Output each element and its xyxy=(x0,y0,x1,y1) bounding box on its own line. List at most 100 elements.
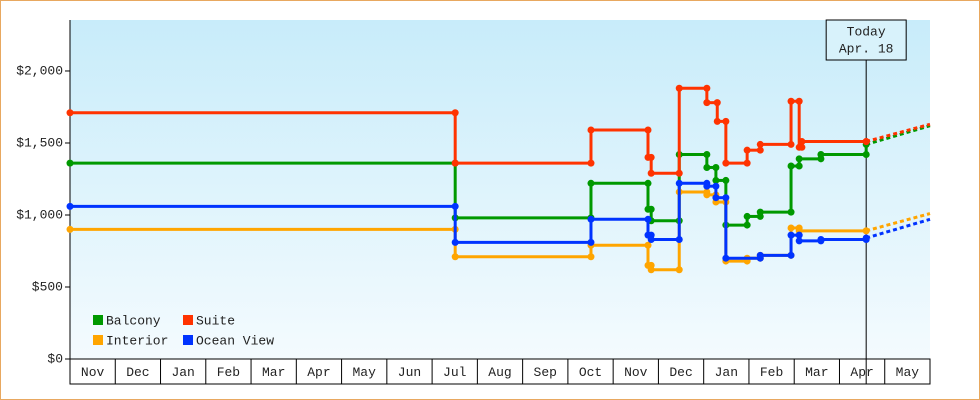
point-marker xyxy=(647,235,655,243)
point-marker xyxy=(66,202,74,210)
corner-marker xyxy=(647,205,655,213)
x-tick-label: Mar xyxy=(262,365,285,380)
x-tick-label: Sep xyxy=(534,365,557,380)
corner-marker xyxy=(743,159,751,167)
today-box xyxy=(825,19,907,61)
point-marker xyxy=(787,231,795,239)
corner-marker xyxy=(644,215,652,223)
x-tick-label: Feb xyxy=(760,365,783,380)
point-marker xyxy=(647,169,655,177)
corner-marker xyxy=(713,99,721,107)
corner-marker xyxy=(712,163,720,171)
corner-marker xyxy=(587,238,595,246)
corner-marker xyxy=(798,143,806,151)
legend-label: Balcony xyxy=(106,313,161,328)
plot-area xyxy=(70,20,930,359)
point-marker xyxy=(722,254,730,262)
x-tick-label: Mar xyxy=(805,365,828,380)
point-marker xyxy=(587,215,595,223)
corner-marker xyxy=(703,151,711,159)
corner-marker xyxy=(675,235,683,243)
x-tick-label: Jul xyxy=(443,365,467,380)
x-tick-label: Jan xyxy=(171,365,194,380)
point-marker xyxy=(451,159,459,167)
point-marker xyxy=(743,146,751,154)
legend-swatch xyxy=(183,335,193,345)
point-marker xyxy=(712,194,720,202)
corner-marker xyxy=(451,109,459,117)
x-tick-label: Apr xyxy=(850,365,873,380)
x-tick-label: Dec xyxy=(126,365,149,380)
legend-swatch xyxy=(93,315,103,325)
corner-marker xyxy=(451,202,459,210)
legend-swatch xyxy=(93,335,103,345)
x-tick-label: Oct xyxy=(579,365,602,380)
point-marker xyxy=(647,266,655,274)
point-marker xyxy=(787,224,795,232)
today-label: Today xyxy=(847,24,886,39)
corner-marker xyxy=(675,266,683,274)
y-tick-label: $0 xyxy=(47,351,63,366)
corner-marker xyxy=(644,126,652,134)
point-marker xyxy=(66,109,74,117)
series xyxy=(66,179,931,262)
point-marker xyxy=(862,138,870,146)
x-tick-label: Dec xyxy=(669,365,692,380)
x-tick-label: Jan xyxy=(715,365,738,380)
legend-swatch xyxy=(183,315,193,325)
corner-marker xyxy=(644,179,652,187)
corner-marker xyxy=(587,253,595,261)
point-marker xyxy=(703,182,711,190)
legend-label: Ocean View xyxy=(196,333,274,348)
corner-marker xyxy=(644,241,652,249)
point-marker xyxy=(703,191,711,199)
point-marker xyxy=(795,155,803,163)
point-marker xyxy=(675,179,683,187)
point-marker xyxy=(587,126,595,134)
corner-marker xyxy=(587,159,595,167)
x-tick-label: Feb xyxy=(217,365,240,380)
corner-marker xyxy=(703,84,711,92)
legend-label: Suite xyxy=(196,313,235,328)
y-tick-label: $1,000 xyxy=(16,207,63,222)
corner-marker xyxy=(722,117,730,125)
x-tick-label: May xyxy=(353,365,377,380)
point-marker xyxy=(675,84,683,92)
point-marker xyxy=(787,162,795,170)
point-marker xyxy=(451,238,459,246)
point-marker xyxy=(587,179,595,187)
point-marker xyxy=(817,235,825,243)
corner-marker xyxy=(712,182,720,190)
y-tick-label: $500 xyxy=(32,279,63,294)
corner-marker xyxy=(795,231,803,239)
corner-marker xyxy=(722,194,730,202)
point-marker xyxy=(703,99,711,107)
corner-marker xyxy=(862,151,870,159)
corner-marker xyxy=(756,146,764,154)
y-tick-label: $1,500 xyxy=(16,135,63,150)
corner-marker xyxy=(722,176,730,184)
series xyxy=(66,84,931,177)
point-marker xyxy=(756,140,764,148)
point-marker xyxy=(743,212,751,220)
corner-marker xyxy=(787,140,795,148)
corner-marker xyxy=(795,97,803,105)
corner-marker xyxy=(647,153,655,161)
point-marker xyxy=(712,176,720,184)
point-marker xyxy=(817,151,825,159)
x-tick-label: Jun xyxy=(398,365,421,380)
point-marker xyxy=(722,159,730,167)
point-marker xyxy=(756,251,764,259)
point-marker xyxy=(862,234,870,242)
corner-marker xyxy=(675,169,683,177)
corner-marker xyxy=(795,162,803,170)
corner-marker xyxy=(743,221,751,229)
point-marker xyxy=(451,253,459,261)
point-marker xyxy=(713,117,721,125)
x-tick-label: Apr xyxy=(307,365,330,380)
point-marker xyxy=(787,97,795,105)
point-marker xyxy=(756,208,764,216)
x-tick-label: Aug xyxy=(488,365,511,380)
corner-marker xyxy=(787,251,795,259)
